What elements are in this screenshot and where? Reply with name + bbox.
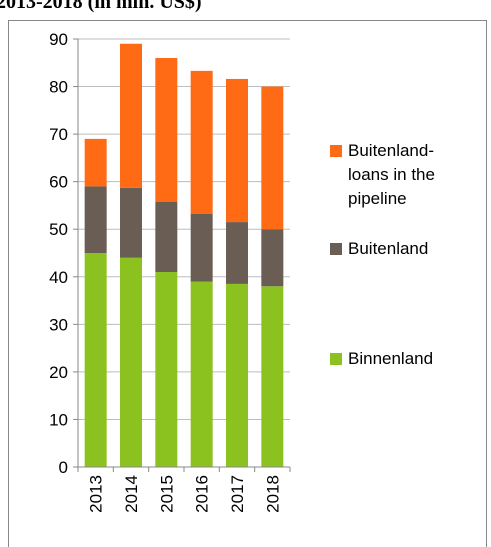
y-tick-label: 60 (49, 173, 68, 192)
bar-segment (190, 214, 213, 282)
legend-label: Buitenland-loans in the pipeline (348, 141, 435, 208)
x-tick-label: 2015 (157, 475, 176, 513)
legend-swatch (330, 243, 342, 255)
bar-segment (84, 186, 107, 253)
bar-segment (84, 253, 107, 467)
bar-segment (226, 283, 248, 467)
bar-segment (261, 86, 284, 230)
bar-segment (120, 187, 142, 258)
bar-segment (261, 229, 284, 287)
legend-swatch (330, 353, 342, 365)
bar-segment (226, 222, 248, 284)
x-tick-label: 2018 (263, 475, 282, 513)
x-tick-label: 2013 (87, 475, 106, 513)
chart-border (8, 20, 487, 547)
bar-segment (155, 58, 178, 202)
y-tick-label: 80 (49, 78, 68, 97)
y-tick-label: 20 (49, 363, 68, 382)
bar-segment (226, 78, 248, 223)
legend-swatch (330, 145, 342, 157)
legend-item: Buitenland (330, 237, 480, 261)
legend-label: Binnenland (348, 349, 434, 368)
x-tick-label: 2016 (193, 475, 212, 513)
bar-segment (190, 281, 213, 467)
x-tick-label: 2017 (228, 475, 247, 513)
bar-segment (120, 43, 142, 188)
y-tick-label: 70 (49, 125, 68, 144)
bar-segment (155, 201, 178, 273)
legend-item: Buitenland-loans in the pipeline (330, 139, 480, 211)
legend-item: Binnenland (330, 347, 480, 371)
y-tick-label: 0 (59, 458, 68, 477)
y-tick-label: 30 (49, 315, 68, 334)
bar-segment (84, 138, 107, 187)
y-tick-label: 10 (49, 410, 68, 429)
y-tick-label: 40 (49, 268, 68, 287)
bar-segment (120, 257, 142, 467)
x-tick-label: 2014 (122, 475, 141, 513)
bar-segment (190, 70, 213, 215)
chart-title: 2013-2018 (in mln. US$) (0, 0, 202, 13)
bar-segment (261, 286, 284, 467)
y-tick-label: 50 (49, 220, 68, 239)
legend-label: Buitenland (348, 239, 429, 258)
bar-segment (155, 272, 178, 467)
y-tick-label: 90 (49, 30, 68, 49)
